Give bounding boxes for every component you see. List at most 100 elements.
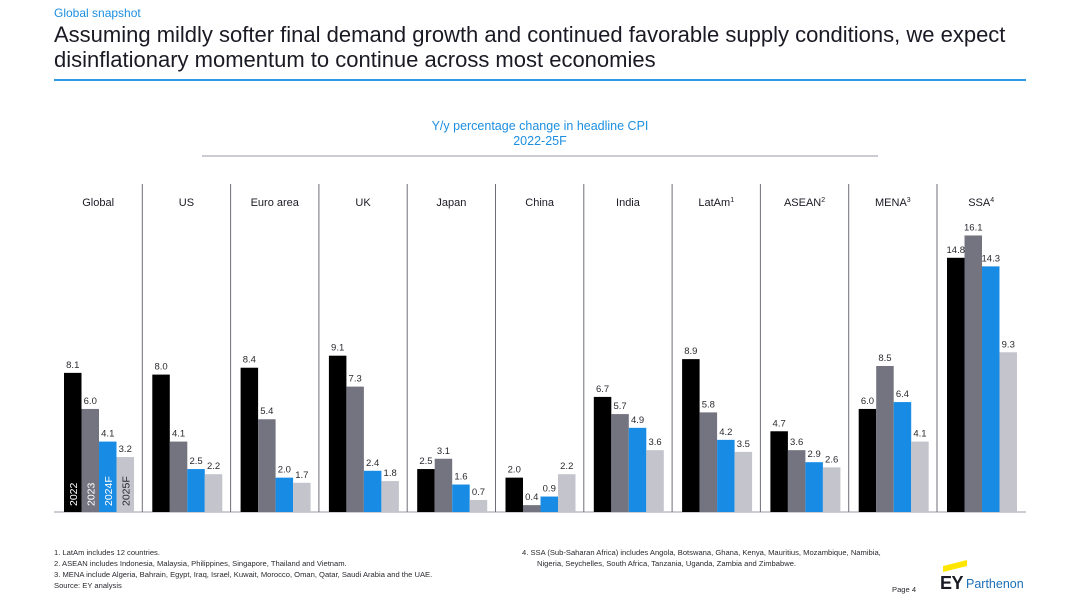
data-label-india-2023: 5.7 [613, 401, 626, 412]
bar-global-2022 [64, 372, 82, 512]
data-label-latam-2025f: 3.5 [737, 439, 750, 450]
category-label-japan: Japan [436, 197, 466, 209]
legend-label-2023: 2023 [85, 482, 97, 506]
bar-asean-2022 [770, 431, 788, 512]
data-label-asean-2023: 3.6 [790, 437, 803, 448]
data-label-japan-2023: 3.1 [437, 446, 450, 457]
bar-asean-2023 [787, 450, 806, 512]
data-label-india-2024f: 4.9 [631, 415, 644, 426]
category-label-euro-area: Euro area [251, 197, 300, 209]
bar-us-2025f [204, 474, 223, 512]
logo-parthenon-text: Parthenon [966, 577, 1024, 591]
ey-parthenon-logo: EY Parthenon [940, 560, 1030, 596]
bar-uk-2022 [328, 355, 347, 512]
bar-india-2023 [611, 414, 629, 512]
bar-euro-area-2023 [258, 419, 276, 512]
data-label-global-2022: 8.1 [66, 360, 79, 371]
chart-subtitle: 2022-25F [513, 134, 567, 148]
bar-uk-2025f [381, 481, 399, 512]
bar-latam-2024f [717, 439, 735, 512]
data-label-china-2024f: 0.9 [543, 484, 556, 495]
data-label-india-2022: 6.7 [596, 384, 609, 395]
data-label-ssa-2023: 16.1 [964, 222, 983, 233]
category-label-asean: ASEAN2 [784, 197, 825, 209]
legend-label-2025f: 2025F [120, 476, 132, 506]
data-label-mena-2024f: 6.4 [896, 389, 909, 400]
data-label-india-2025f: 3.6 [648, 437, 661, 448]
bar-us-2023 [169, 441, 188, 512]
data-label-latam-2022: 8.9 [684, 346, 697, 357]
bar-asean-2025f [822, 467, 841, 512]
bar-india-2024f [628, 427, 647, 512]
data-label-uk-2024f: 2.4 [366, 458, 379, 469]
bar-japan-2024f [452, 484, 470, 512]
data-label-us-2022: 8.0 [154, 362, 167, 373]
data-label-asean-2025f: 2.6 [825, 454, 838, 465]
data-label-ssa-2025f: 9.3 [1002, 339, 1015, 350]
data-label-japan-2024f: 1.6 [454, 472, 467, 483]
bar-latam-2022 [682, 359, 700, 512]
data-label-global-2023: 6.0 [84, 396, 97, 407]
data-label-euro-area-2024f: 2.0 [278, 465, 291, 476]
slide-headline: Assuming mildly softer final demand grow… [54, 22, 1006, 72]
bar-latam-2023 [699, 412, 718, 512]
data-label-uk-2025f: 1.8 [384, 468, 397, 479]
bar-china-2022 [505, 477, 523, 512]
cpi-bar-chart: Y/y percentage change in headline CPI 20… [54, 119, 1026, 513]
category-label-global: Global [82, 197, 114, 209]
logo-ey-text: EY [940, 573, 964, 593]
bar-global-2024f [99, 441, 117, 512]
data-label-euro-area-2025f: 1.7 [295, 470, 308, 481]
data-label-japan-2025f: 0.7 [472, 487, 485, 498]
bar-us-2022 [152, 374, 170, 512]
data-label-china-2023: 0.4 [525, 492, 538, 503]
data-label-us-2024f: 2.5 [189, 456, 202, 467]
bar-euro-area-2025f [293, 482, 311, 512]
bar-asean-2024f [805, 462, 823, 512]
data-label-asean-2024f: 2.9 [808, 449, 821, 460]
bar-euro-area-2022 [240, 367, 259, 512]
footnotes-right: 4. SSA (Sub-Saharan Africa) includes Ang… [522, 547, 972, 569]
bar-ssa-2024f [982, 266, 1000, 512]
legend-label-2024f: 2024F [103, 476, 115, 506]
data-label-uk-2022: 9.1 [331, 343, 344, 354]
source-note: Source: EY analysis [54, 581, 122, 590]
bar-ssa-2023 [964, 235, 982, 513]
data-label-global-2024f: 4.1 [101, 429, 114, 440]
data-label-japan-2022: 2.5 [419, 456, 432, 467]
category-label-uk: UK [355, 197, 371, 209]
category-label-us: US [179, 197, 194, 209]
bar-uk-2023 [346, 386, 364, 512]
bar-india-2025f [646, 450, 664, 512]
data-label-china-2025f: 2.2 [560, 461, 573, 472]
bar-mena-2025f [911, 441, 929, 512]
data-label-us-2025f: 2.2 [207, 461, 220, 472]
bar-ssa-2025f [999, 352, 1017, 512]
footnotes-left: 1. LatAm includes 12 countries. 2. ASEAN… [54, 547, 432, 591]
page-number: Page 4 [892, 585, 917, 594]
data-label-latam-2024f: 4.2 [719, 427, 732, 438]
bar-uk-2024f [363, 470, 382, 512]
bar-latam-2025f [734, 451, 753, 512]
chart-title: Y/y percentage change in headline CPI [432, 119, 649, 133]
data-label-latam-2023: 5.8 [702, 399, 715, 410]
legend-label-2022: 2022 [68, 482, 80, 506]
category-label-china: China [525, 197, 555, 209]
bar-china-2025f [558, 474, 576, 512]
category-label-latam: LatAm1 [698, 197, 734, 209]
bar-china-2024f [540, 496, 558, 512]
bar-global-2025f [116, 457, 134, 512]
category-label-mena: MENA3 [875, 197, 911, 209]
bar-mena-2024f [893, 402, 912, 512]
footnote-4-line-1: 4. SSA (Sub-Saharan Africa) includes Ang… [522, 548, 881, 557]
bar-japan-2022 [417, 469, 435, 512]
bar-euro-area-2024f [275, 477, 294, 512]
bar-us-2024f [187, 469, 205, 512]
bar-global-2023 [81, 408, 99, 512]
bar-japan-2023 [434, 458, 453, 512]
data-label-ssa-2024f: 14.3 [982, 253, 1001, 264]
bar-india-2022 [593, 396, 612, 512]
data-label-ssa-2022: 14.8 [947, 245, 966, 256]
data-label-mena-2023: 8.5 [878, 353, 891, 364]
bar-ssa-2022 [947, 257, 965, 512]
